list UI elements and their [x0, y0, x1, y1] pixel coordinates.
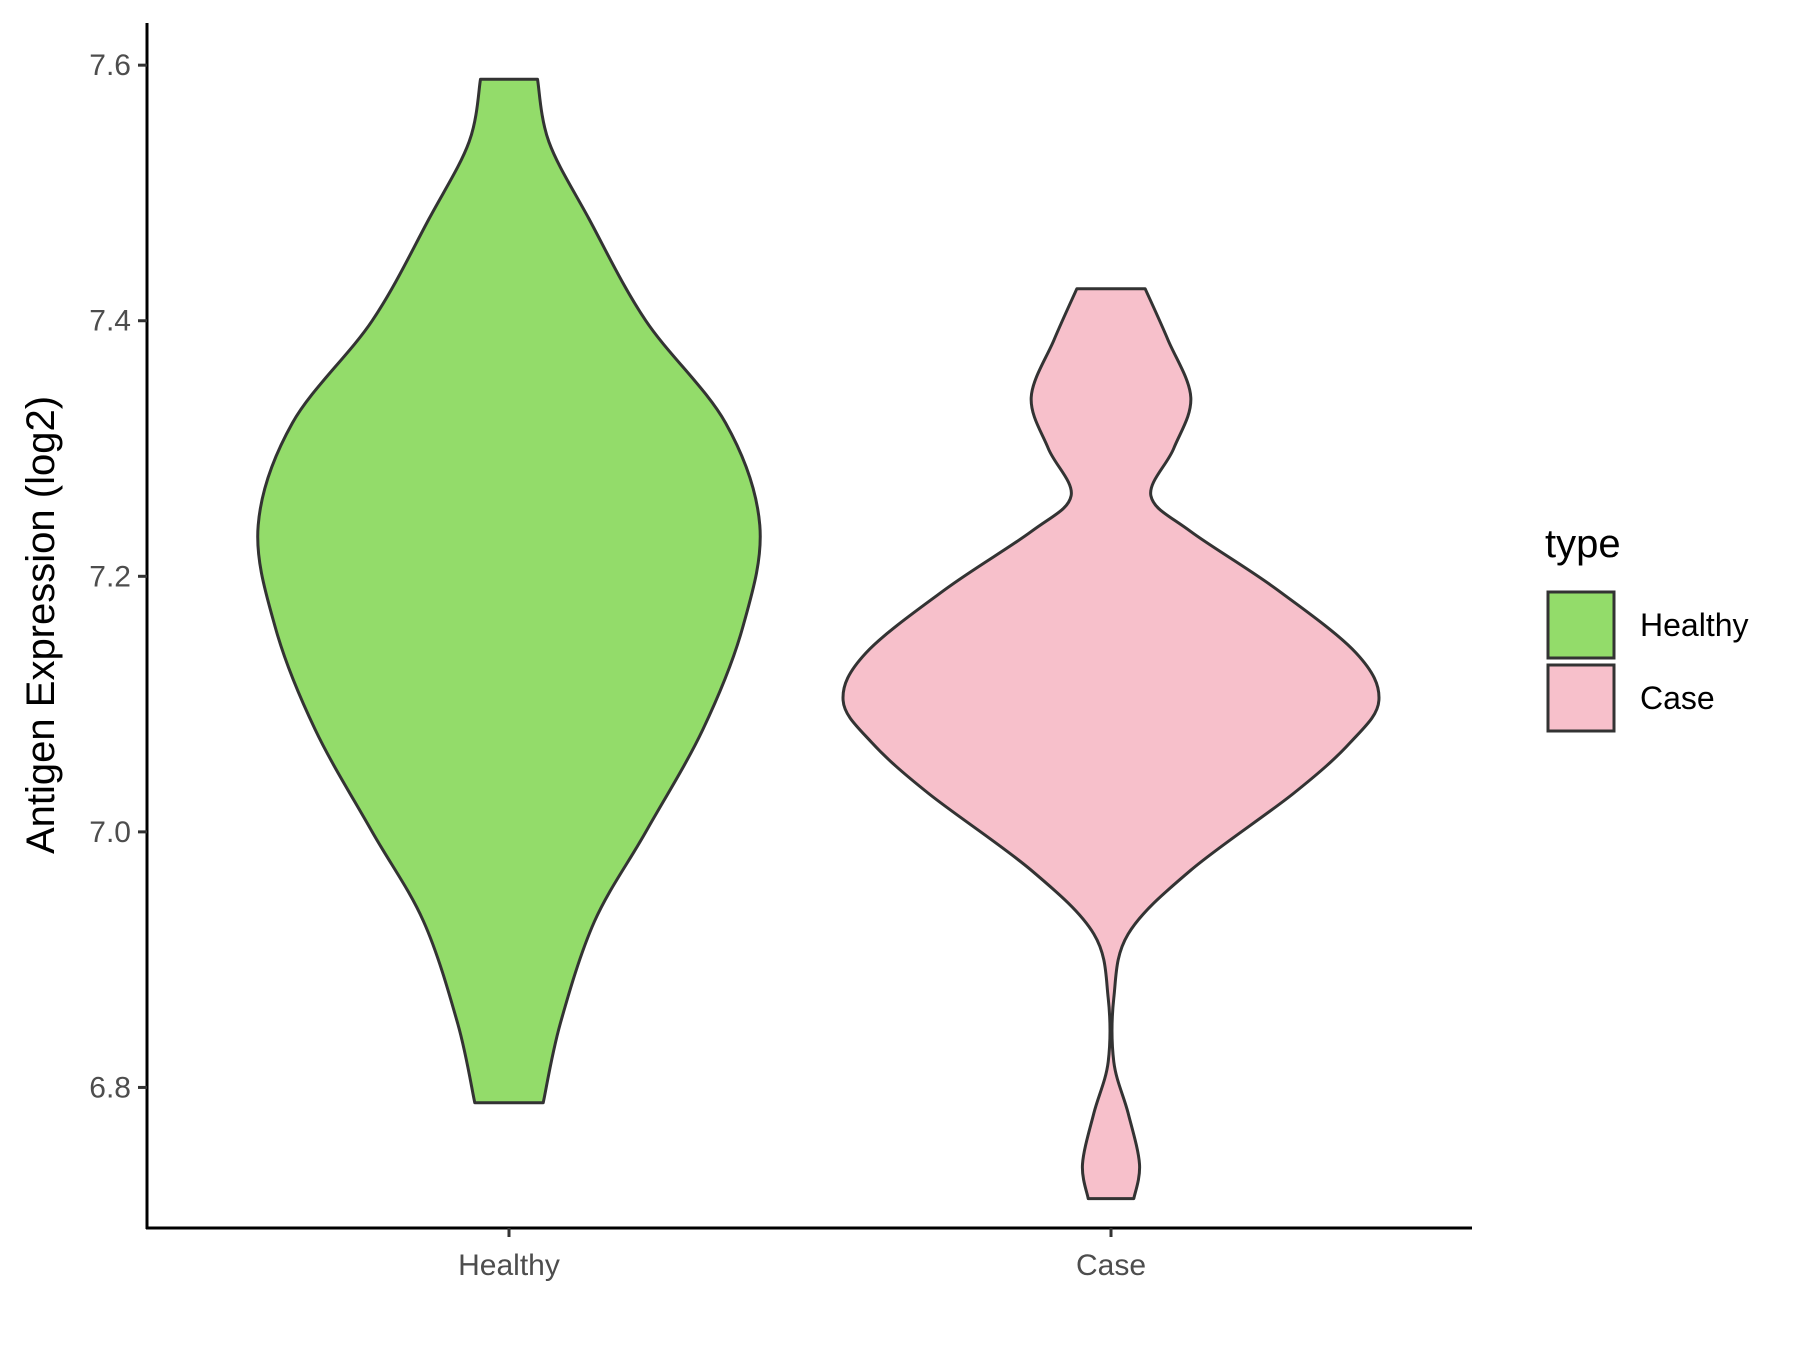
- violin-layer: [256, 77, 1381, 1201]
- legend-swatch-healthy: [1546, 590, 1616, 660]
- x-tick-label: Case: [1076, 1249, 1146, 1282]
- y-tick-label: 6.8: [89, 1071, 131, 1104]
- y-tick-label: 7.2: [89, 560, 131, 593]
- legend-swatch-case: [1546, 663, 1616, 733]
- violin-healthy: [256, 77, 762, 1105]
- y-tick-layer: 6.8 7.0 7.2 7.4 7.6: [89, 49, 147, 1104]
- y-tick-label: 7.6: [89, 49, 131, 82]
- legend-title: type: [1545, 522, 1621, 566]
- x-tick-layer: Healthy Case: [458, 1228, 1146, 1282]
- y-axis-title: Antigen Expression (log2): [19, 396, 63, 854]
- legend: type Healthy Case: [1545, 522, 1749, 733]
- x-tick-label: Healthy: [458, 1249, 560, 1282]
- y-tick-label: 7.4: [89, 305, 131, 338]
- y-tick-label: 7.0: [89, 816, 131, 849]
- legend-entries: Healthy Case: [1546, 590, 1749, 733]
- legend-label-case: Case: [1640, 680, 1715, 716]
- legend-label-healthy: Healthy: [1640, 607, 1749, 643]
- violin-case: [841, 287, 1381, 1201]
